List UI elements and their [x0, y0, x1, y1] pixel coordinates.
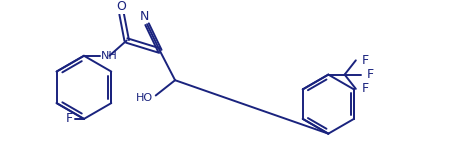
Text: F: F	[362, 54, 369, 67]
Text: F: F	[66, 112, 73, 125]
Text: F: F	[367, 68, 374, 81]
Text: HO: HO	[136, 93, 153, 103]
Text: N: N	[140, 10, 149, 23]
Text: O: O	[117, 0, 126, 13]
Text: F: F	[362, 82, 369, 95]
Text: NH: NH	[101, 51, 117, 61]
